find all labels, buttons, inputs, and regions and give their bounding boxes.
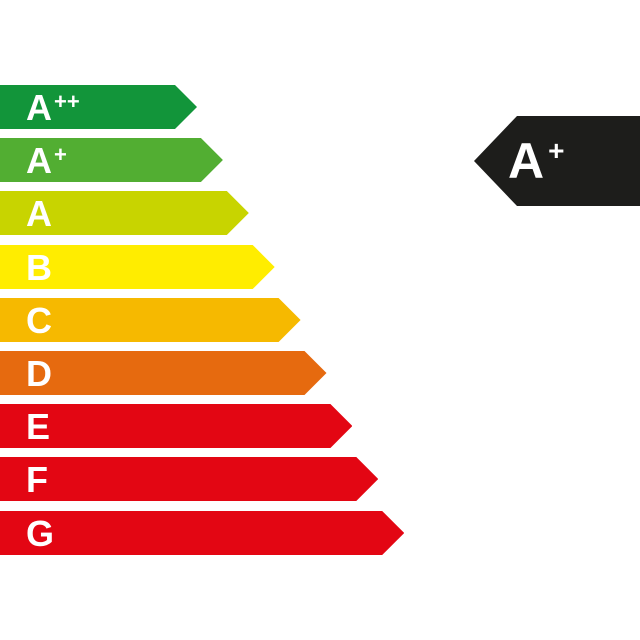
bar-arrow-shape [0,457,379,502]
rating-suffix: + [548,135,565,166]
bar-arrow-shape [0,191,249,236]
energy-class-bar: A++ [0,85,197,129]
rating-indicator: A + [474,116,640,206]
class-letter: C [26,299,52,341]
energy-class-bar: D [0,351,327,395]
energy-class-label: A [26,194,54,234]
bar-arrow-shape [0,138,223,183]
energy-class-label: D [26,354,54,394]
energy-class-label: A+ [26,141,67,181]
energy-class-label: F [26,460,50,500]
class-letter: B [26,246,52,288]
energy-class-bar: A [0,191,249,236]
bar-arrow-shape [0,297,301,342]
class-suffix: + [54,142,67,168]
energy-class-bar: B [0,244,275,289]
class-letter: G [26,512,55,554]
energy-class-bar: C [0,297,301,342]
energy-class-label: C [26,299,54,341]
class-letter: A [26,193,52,235]
class-letter: F [26,459,48,501]
energy-class-label: G [26,512,56,554]
energy-class-bar: G [0,510,405,555]
class-letter: A [26,140,52,182]
class-letter: E [26,406,51,448]
energy-class-bar: E [0,404,353,449]
bar-arrow-shape [0,404,353,449]
bar-arrow-shape [0,244,275,289]
class-letter: D [26,353,52,394]
energy-class-label: B [26,246,54,288]
energy-class-bar: A+ [0,138,223,183]
energy-class-bar: F [0,457,379,502]
energy-class-label: E [26,407,52,447]
rating-arrow-shape [474,116,640,206]
bar-arrow-shape [0,351,327,395]
rating-label: A + [508,134,564,188]
rating-letter: A [508,133,545,189]
energy-class-label: A++ [26,88,80,128]
bar-arrow-shape [0,85,197,129]
class-suffix: ++ [54,89,80,114]
class-letter: A [26,87,52,128]
bar-arrow-shape [0,510,405,555]
